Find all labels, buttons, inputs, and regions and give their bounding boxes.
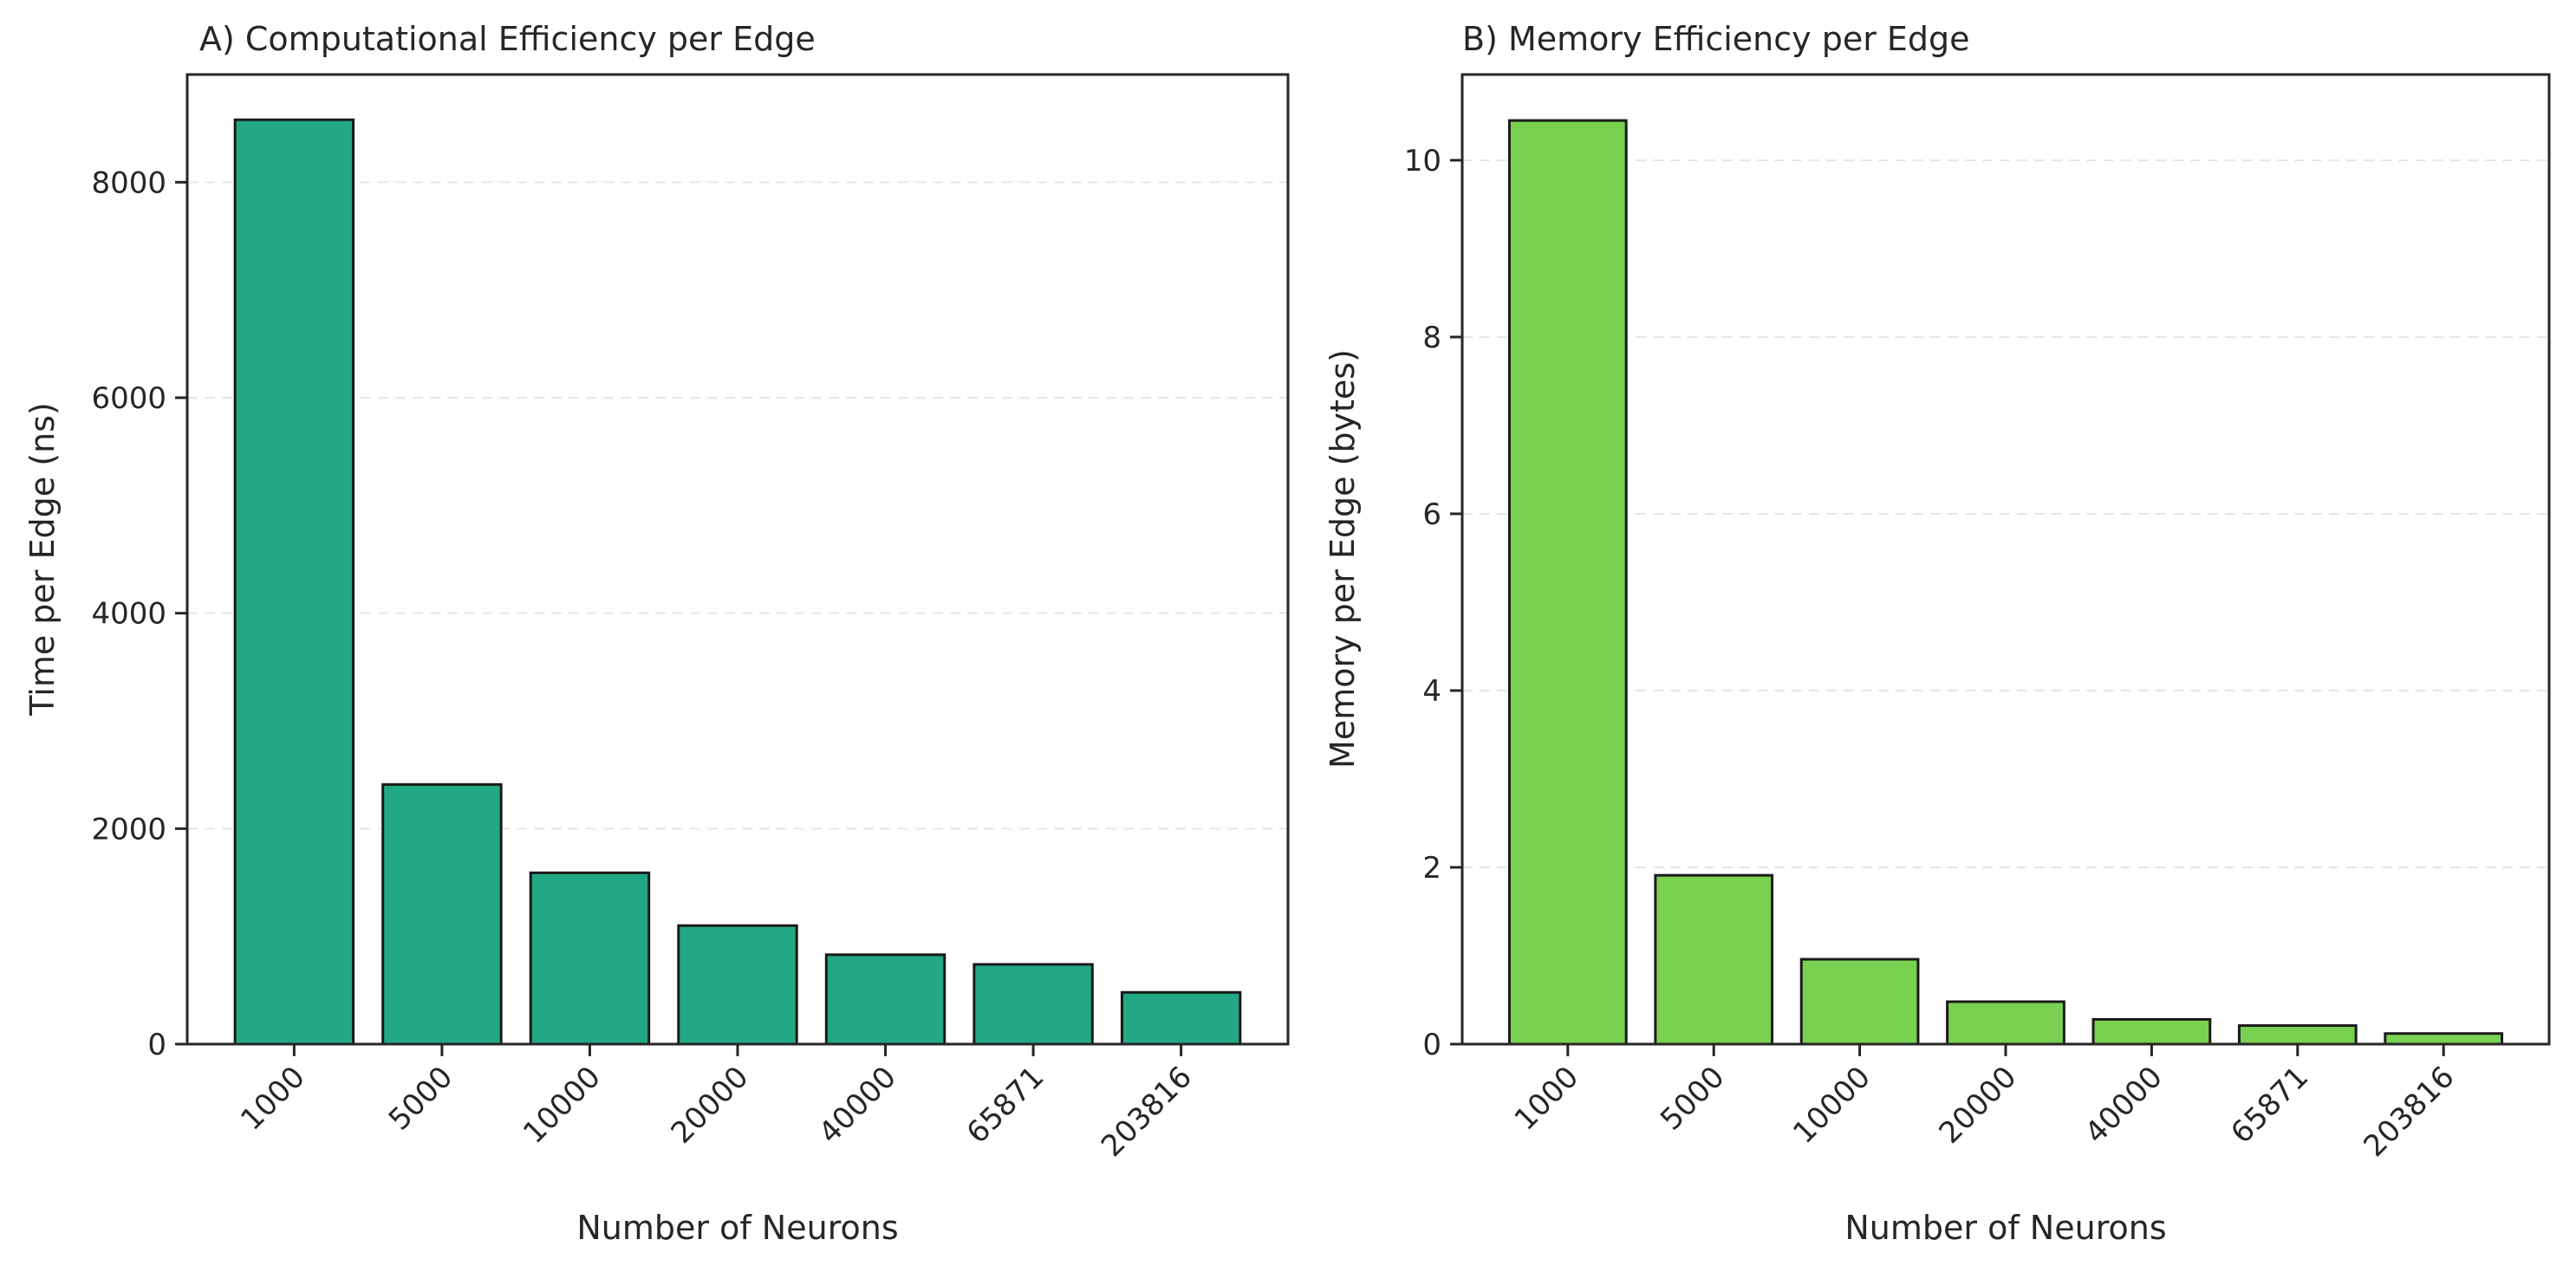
bar — [824, 953, 946, 1046]
bar — [381, 782, 503, 1046]
y-tick-label: 2000 — [91, 812, 166, 847]
y-tick-label: 8 — [1422, 321, 1441, 355]
x-tick-label: 10000 — [1786, 1060, 1877, 1151]
x-tick-label: 65871 — [2224, 1060, 2315, 1151]
bar — [529, 871, 651, 1046]
bar — [1799, 957, 1920, 1046]
y-tick-label: 0 — [1422, 1028, 1441, 1062]
bar — [677, 924, 798, 1046]
bar — [1507, 119, 1628, 1046]
x-tick-label: 1000 — [1508, 1060, 1585, 1137]
x-tick-label: 5000 — [382, 1060, 459, 1137]
bar — [2237, 1024, 2358, 1046]
bar — [2091, 1017, 2212, 1046]
bar — [233, 118, 355, 1046]
y-tick-label: 6 — [1422, 497, 1441, 532]
bar — [1946, 1000, 2065, 1046]
x-tick-label: 40000 — [2078, 1060, 2169, 1151]
y-tick-label: 0 — [147, 1028, 166, 1062]
chart-panel-a: A) Computational Efficiency per Edge 0 20… — [23, 20, 1290, 1247]
bar — [973, 963, 1094, 1046]
x-tick-label: 20000 — [665, 1060, 756, 1151]
x-tick-label: 203816 — [2357, 1060, 2461, 1164]
x-tick-label: 1000 — [234, 1060, 311, 1137]
y-tick-label: 4000 — [91, 597, 166, 632]
y-tick-label: 10 — [1404, 144, 1441, 178]
bar — [1654, 873, 1774, 1046]
x-tick-label: 20000 — [1933, 1060, 2024, 1151]
x-axis-label: Number of Neurons — [576, 1209, 898, 1247]
y-axis-label: Memory per Edge (bytes) — [1324, 349, 1362, 769]
y-tick-label: 4 — [1422, 674, 1441, 709]
x-tick-label: 10000 — [517, 1060, 608, 1151]
x-tick-label: 5000 — [1654, 1060, 1731, 1137]
y-tick-label: 8000 — [91, 165, 166, 200]
y-axis-label: Time per Edge (ns) — [23, 402, 62, 717]
bar — [1120, 990, 1242, 1046]
y-tick-label: 6000 — [91, 381, 166, 416]
bar — [2384, 1032, 2504, 1046]
chart-title: A) Computational Efficiency per Edge — [199, 20, 816, 58]
x-tick-label: 40000 — [812, 1060, 903, 1151]
chart-title: B) Memory Efficiency per Edge — [1462, 20, 1970, 58]
x-axis-label: Number of Neurons — [1844, 1209, 2166, 1247]
x-tick-label: 203816 — [1095, 1060, 1199, 1164]
x-tick-label: 65871 — [960, 1060, 1051, 1151]
chart-panel-b: B) Memory Efficiency per Edge 0 2 4 6 8 10 100… — [1324, 20, 2551, 1247]
y-tick-label: 2 — [1422, 851, 1441, 886]
